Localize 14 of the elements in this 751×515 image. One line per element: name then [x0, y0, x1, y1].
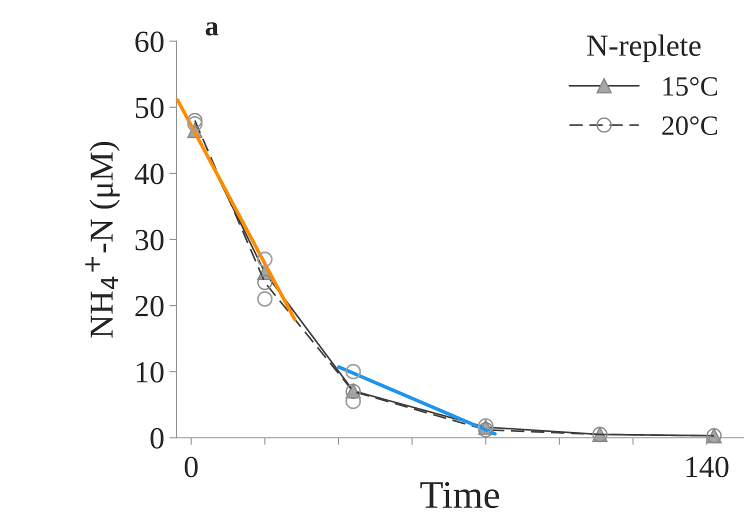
y-tick-label: 0 — [150, 428, 164, 449]
y-tick-label: 50 — [136, 98, 164, 118]
y-axis-title: NH$_{4}$$^{+}$-N (μM) — [85, 142, 120, 338]
x-tick-label: 140 — [686, 456, 728, 478]
legend-label: 20°C — [662, 116, 717, 136]
x-axis-title: Time — [420, 482, 499, 508]
y-tick-label: 10 — [136, 362, 164, 383]
y-tick-label: 30 — [136, 230, 164, 250]
y-tick-label: 40 — [134, 164, 164, 184]
legend-label: 15°C — [664, 77, 717, 96]
y-tick-label: 60 — [135, 31, 164, 52]
text: a — [206, 22, 218, 36]
y-tick-label: 20 — [135, 296, 164, 316]
legend-title: N-replete — [587, 34, 701, 62]
